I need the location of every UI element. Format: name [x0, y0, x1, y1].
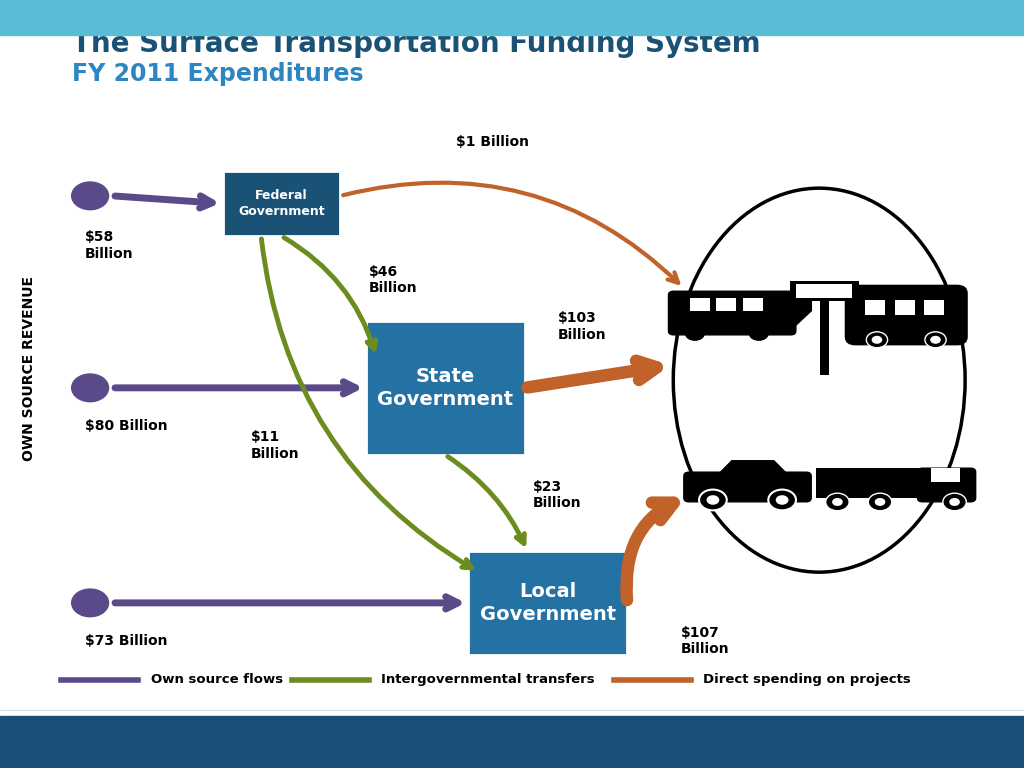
Circle shape	[825, 493, 849, 511]
Circle shape	[949, 498, 959, 506]
Text: State
Government: State Government	[378, 366, 513, 409]
Circle shape	[930, 336, 941, 344]
Circle shape	[833, 498, 843, 506]
Circle shape	[874, 498, 886, 506]
Text: $103
Billion: $103 Billion	[558, 311, 606, 342]
Text: Federal
Government: Federal Government	[239, 189, 325, 218]
Bar	[865, 300, 886, 315]
Bar	[895, 300, 914, 315]
Polygon shape	[791, 295, 812, 331]
Text: The Surface Transportation Funding System: The Surface Transportation Funding Syste…	[72, 30, 760, 58]
Text: $1 Billion: $1 Billion	[456, 135, 528, 149]
FancyBboxPatch shape	[367, 321, 524, 455]
Text: Source: Pew analysis of U.S. Census Bureau, 2011 Annual Survey of State and Loca: Source: Pew analysis of U.S. Census Bure…	[15, 737, 805, 747]
Circle shape	[750, 326, 768, 340]
Circle shape	[72, 182, 109, 210]
Bar	[790, 281, 859, 300]
Bar	[931, 468, 959, 482]
Circle shape	[72, 374, 109, 402]
Text: $46
Billion: $46 Billion	[369, 265, 417, 296]
FancyBboxPatch shape	[223, 171, 340, 237]
Bar	[816, 468, 923, 498]
Circle shape	[699, 489, 727, 511]
Circle shape	[776, 495, 788, 505]
FancyBboxPatch shape	[669, 291, 796, 335]
Circle shape	[72, 589, 109, 617]
Text: $11
Billion: $11 Billion	[251, 430, 299, 461]
Circle shape	[925, 332, 946, 348]
Circle shape	[685, 326, 705, 340]
Text: $73 Billion: $73 Billion	[85, 634, 168, 647]
Bar	[797, 284, 852, 298]
Bar	[716, 298, 736, 311]
Text: Local
Government: Local Government	[480, 581, 615, 624]
Text: Direct spending on projects: Direct spending on projects	[703, 674, 911, 686]
Text: $58
Billion: $58 Billion	[85, 230, 133, 260]
FancyBboxPatch shape	[918, 468, 976, 502]
Circle shape	[871, 336, 883, 344]
Bar	[820, 294, 828, 375]
FancyBboxPatch shape	[684, 472, 811, 502]
Text: $107
Billion: $107 Billion	[681, 626, 729, 657]
Circle shape	[866, 332, 888, 348]
FancyBboxPatch shape	[846, 286, 967, 345]
Circle shape	[707, 495, 719, 505]
Text: OWN SOURCE REVENUE: OWN SOURCE REVENUE	[22, 276, 36, 461]
Text: $23
Billion: $23 Billion	[532, 480, 581, 511]
Text: Own source flows: Own source flows	[151, 674, 283, 686]
FancyBboxPatch shape	[469, 551, 627, 654]
Bar	[924, 300, 944, 315]
Circle shape	[943, 493, 967, 511]
Polygon shape	[716, 460, 791, 476]
Ellipse shape	[674, 188, 965, 572]
Text: Intergovernmental transfers: Intergovernmental transfers	[381, 674, 595, 686]
Text: FY 2011 Expenditures: FY 2011 Expenditures	[72, 62, 364, 86]
Bar	[689, 298, 710, 311]
Text: $80 Billion: $80 Billion	[85, 419, 168, 432]
Bar	[742, 298, 763, 311]
Circle shape	[768, 489, 796, 511]
Circle shape	[868, 493, 892, 511]
